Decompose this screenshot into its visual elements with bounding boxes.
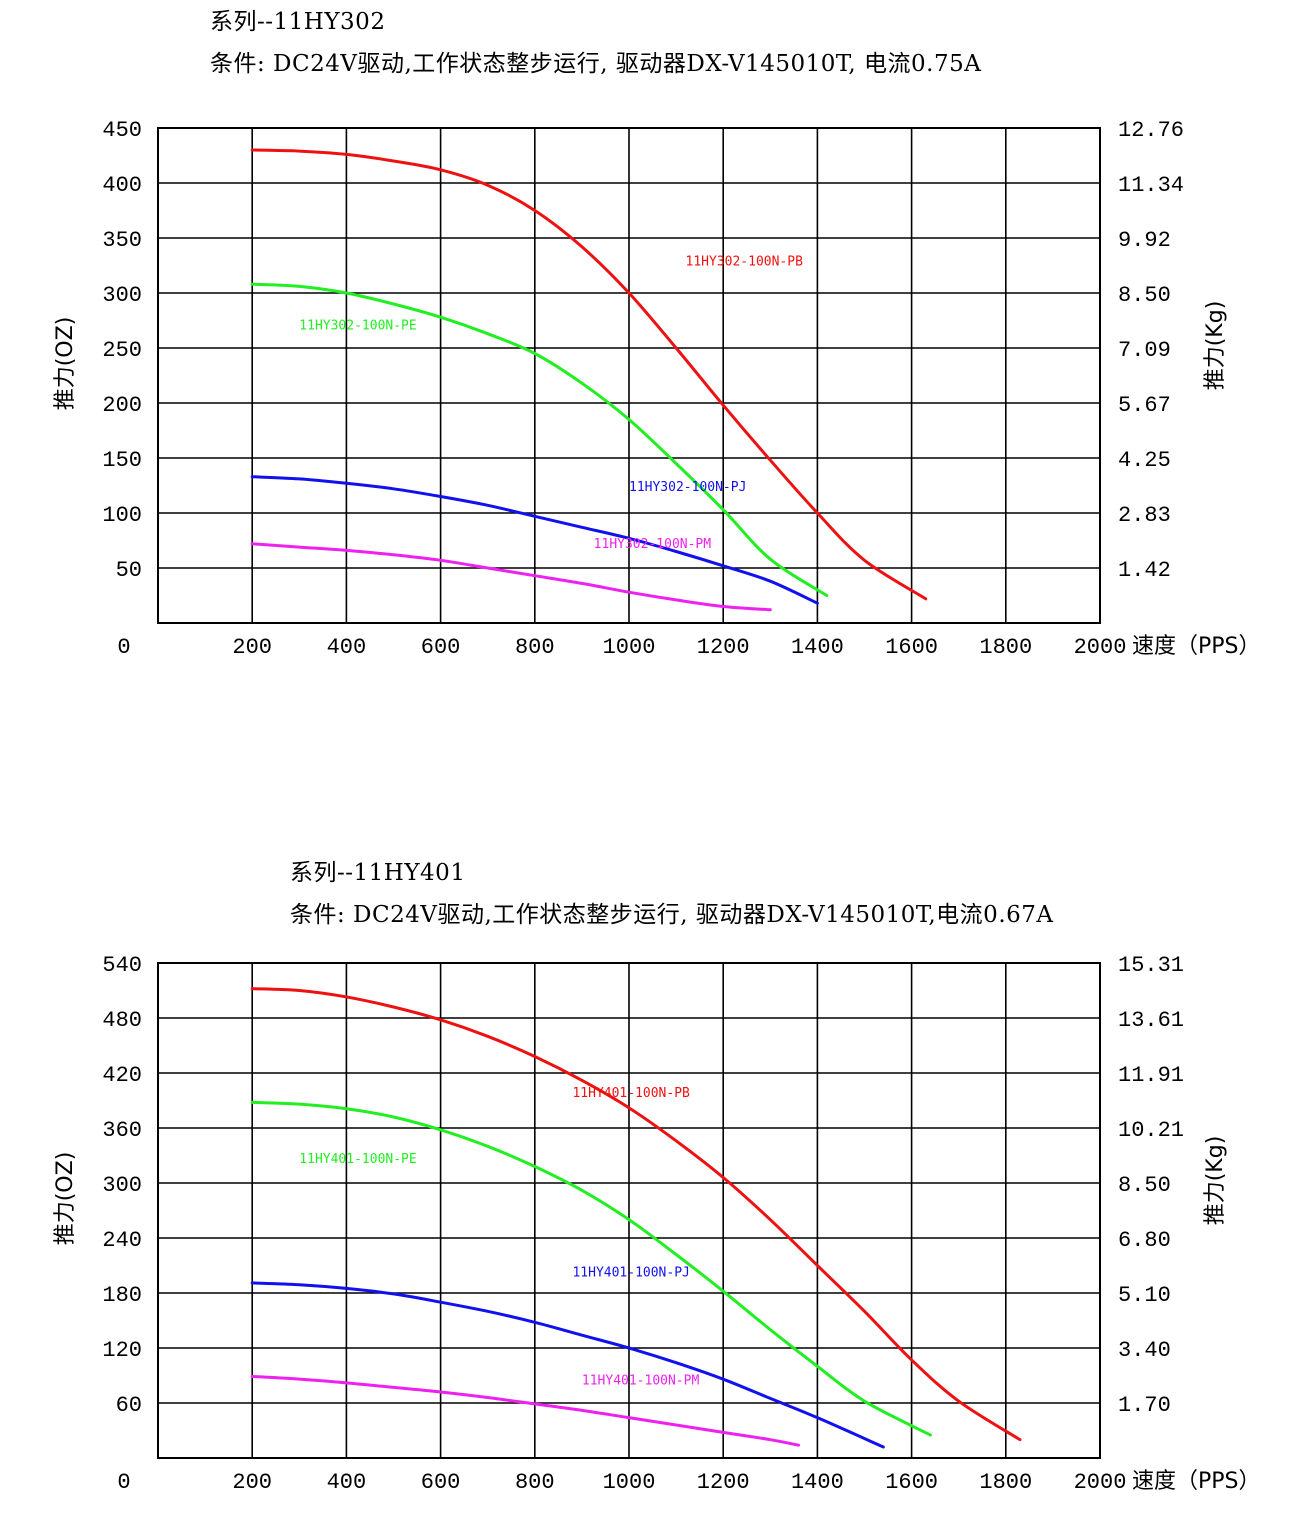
x-tick-label: 200 (232, 1470, 272, 1495)
series-line-11hy401-100n-pm (250, 1374, 801, 1447)
y2-tick-label: 5.67 (1118, 393, 1171, 418)
y2-axis-label: 推力(Kg) (1203, 301, 1228, 391)
y-tick-label: 200 (102, 393, 142, 418)
y2-tick-label: 1.70 (1118, 1393, 1171, 1418)
y2-tick-label: 8.50 (1118, 1173, 1171, 1198)
series-line-11hy302-100n-pe (250, 282, 829, 597)
series-line-11hy401-100n-pe (250, 1100, 932, 1437)
x-axis-label: 速度（PPS） (1132, 1469, 1261, 1494)
x-tick-label: 800 (515, 1470, 555, 1495)
x-tick-label: 1600 (885, 1470, 938, 1495)
series-line-11hy401-100n-pb (250, 987, 1022, 1442)
y2-tick-label: 13.61 (1118, 1008, 1184, 1033)
chart2-series-title: 系列--11HY401 (290, 860, 466, 886)
y2-tick-label: 2.83 (1118, 503, 1171, 528)
y-axis-label: 推力(OZ) (53, 1152, 78, 1246)
x-tick-label: 2000 (1074, 635, 1127, 660)
y-tick-label: 250 (102, 338, 142, 363)
y2-tick-label: 3.40 (1118, 1338, 1171, 1363)
y-tick-label: 180 (102, 1283, 142, 1308)
y-tick-label: 120 (102, 1338, 142, 1363)
y2-tick-label: 10.21 (1118, 1118, 1184, 1143)
y2-tick-label: 4.25 (1118, 448, 1171, 473)
x-tick-label: 1400 (791, 635, 844, 660)
x-tick-label: 1000 (603, 1470, 656, 1495)
x-tick-label: 400 (327, 1470, 367, 1495)
x-tick-label: 1800 (979, 635, 1032, 660)
y2-axis-label: 推力(Kg) (1203, 1136, 1228, 1226)
series-label-11hy401-100n-pe: 11HY401-100N-PE (299, 1152, 416, 1167)
y-tick-label: 540 (102, 953, 142, 978)
y2-tick-label: 11.34 (1118, 173, 1184, 198)
series-label-11hy401-100n-pb: 11HY401-100N-PB (572, 1086, 690, 1101)
x-tick-label: 1400 (791, 1470, 844, 1495)
x-tick-label: 1800 (979, 1470, 1032, 1495)
y-tick-label: 150 (102, 448, 142, 473)
chart2-conditions: 条件: DC24V驱动,工作状态整步运行, 驱动器DX-V145010T,电流0… (290, 902, 1054, 928)
series-label-11hy302-100n-pe: 11HY302-100N-PE (299, 318, 416, 333)
y-tick-label: 300 (102, 283, 142, 308)
x-tick-label: 600 (421, 1470, 461, 1495)
y2-tick-label: 7.09 (1118, 338, 1171, 363)
series-label-11hy401-100n-pj: 11HY401-100N-PJ (572, 1266, 689, 1281)
y2-tick-label: 11.91 (1118, 1063, 1184, 1088)
y2-tick-label: 5.10 (1118, 1283, 1171, 1308)
series-label-11hy401-100n-pm: 11HY401-100N-PM (582, 1374, 700, 1389)
y2-tick-label: 12.76 (1118, 118, 1184, 143)
chart-11hy302: 450 400 350 300 250 200 150 100 50 12.76 11.34 9.92… (53, 118, 1261, 660)
y-tick-label: 300 (102, 1173, 142, 1198)
series-line-11hy302-100n-pm (250, 542, 772, 612)
chart-11hy401: 540 480 420 360 300 240 180 120 60 15.31 13.61 11.9… (53, 953, 1261, 1495)
chart1-conditions: 条件: DC24V驱动,工作状态整步运行, 驱动器DX-V145010T, 电流… (210, 51, 982, 77)
series-label-11hy302-100n-pm: 11HY302-100N-PM (594, 537, 712, 552)
chart1-series-title: 系列--11HY302 (210, 9, 386, 35)
y-tick-label: 450 (102, 118, 142, 143)
y-tick-label: 240 (102, 1228, 142, 1253)
y-tick-label: 100 (102, 503, 142, 528)
x-tick-label: 2000 (1074, 1470, 1127, 1495)
x-axis-label: 速度（PPS） (1132, 634, 1261, 659)
series-label-11hy302-100n-pb: 11HY302-100N-PB (686, 255, 804, 270)
x-tick-label: 400 (327, 635, 367, 660)
series-line-11hy302-100n-pj (250, 475, 819, 605)
y-tick-label: 420 (102, 1063, 142, 1088)
y-tick-label: 360 (102, 1118, 142, 1143)
y-tick-label: 400 (102, 173, 142, 198)
y-tick-label: 60 (116, 1393, 142, 1418)
y-tick-label: 480 (102, 1008, 142, 1033)
plot-frame (157, 962, 1101, 1459)
x-tick-label: 1600 (885, 635, 938, 660)
series-line-11hy401-100n-pj (250, 1281, 885, 1449)
y2-tick-label: 6.80 (1118, 1228, 1171, 1253)
series-label-11hy302-100n-pj: 11HY302-100N-PJ (629, 480, 746, 495)
y-tick-label: 350 (102, 228, 142, 253)
x-tick-label: 800 (515, 635, 555, 660)
y2-tick-label: 8.50 (1118, 283, 1171, 308)
x-tick-label: 0 (117, 1470, 130, 1495)
plot-frame (157, 127, 1101, 624)
x-tick-label: 1200 (697, 635, 750, 660)
y2-tick-label: 1.42 (1118, 558, 1171, 583)
y-tick-label: 50 (116, 558, 142, 583)
x-tick-label: 1000 (603, 635, 656, 660)
series-line-11hy302-100n-pb (250, 148, 928, 601)
x-tick-label: 200 (232, 635, 272, 660)
x-tick-label: 1200 (697, 1470, 750, 1495)
x-tick-label: 600 (421, 635, 461, 660)
y-axis-label: 推力(OZ) (53, 317, 78, 411)
y2-tick-label: 9.92 (1118, 228, 1171, 253)
x-tick-label: 0 (117, 635, 130, 660)
y2-tick-label: 15.31 (1118, 953, 1184, 978)
